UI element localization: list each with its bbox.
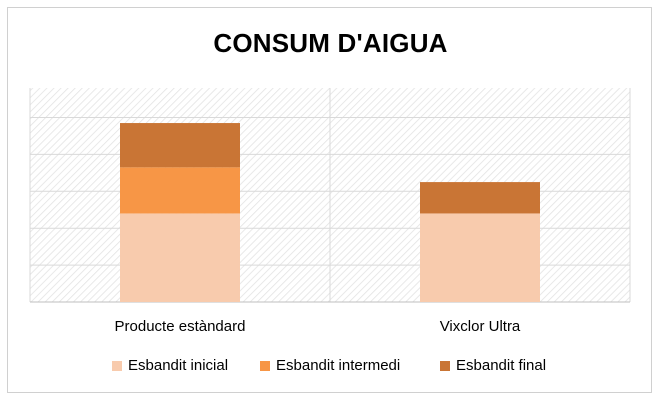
legend-item: Esbandit intermedi [260, 357, 400, 374]
legend-item: Esbandit final [440, 357, 546, 374]
bar-segment [420, 213, 540, 302]
x-tick-label: Vixclor Ultra [439, 318, 521, 335]
bar-segment [120, 213, 240, 302]
legend-swatch [112, 360, 122, 371]
legend-label: Esbandit inicial [128, 357, 229, 374]
chart-title: CONSUM D'AIGUA [213, 28, 448, 58]
bar-segment [420, 182, 540, 214]
legend-label: Esbandit final [456, 357, 547, 374]
legend-item: Esbandit inicial [112, 357, 228, 374]
legend-swatch [260, 360, 270, 371]
bar-segment [120, 123, 240, 168]
x-tick-label: Producte estàndard [114, 318, 246, 335]
bar-segment [120, 167, 240, 214]
legend: Esbandit inicial Esbandit intermedi Esba… [0, 357, 661, 377]
legend-swatch [440, 360, 450, 371]
legend-label: Esbandit intermedi [276, 357, 401, 374]
